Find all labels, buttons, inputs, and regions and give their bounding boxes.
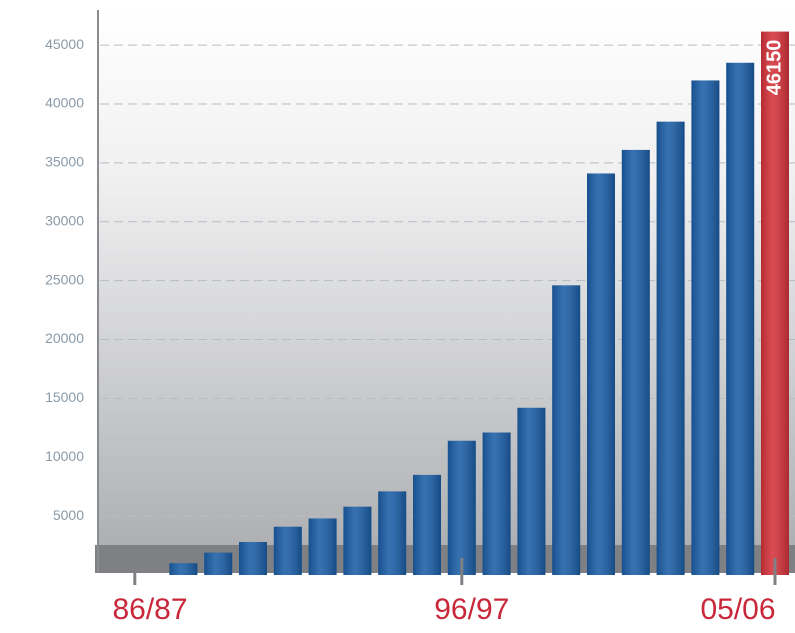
- bar-shade: [204, 552, 233, 575]
- bar-shade: [726, 62, 755, 576]
- bar-shade: [587, 173, 615, 575]
- bar-shade: [517, 407, 546, 575]
- value-label: 46150: [763, 40, 785, 96]
- y-tick-label: 30000: [45, 212, 84, 228]
- bar-shade: [691, 80, 720, 575]
- plot-background: [98, 10, 795, 572]
- y-tick-label: 5000: [53, 507, 84, 523]
- y-tick-label: 35000: [45, 154, 84, 170]
- bar-shade: [308, 518, 337, 575]
- y-tick-label: 45000: [45, 36, 84, 52]
- bar-shade: [343, 506, 372, 575]
- y-tick-label: 10000: [45, 448, 84, 464]
- bar-shade: [621, 149, 650, 576]
- bar-shade: [482, 432, 511, 575]
- bar-shade: [378, 491, 407, 575]
- bar-shade: [656, 121, 685, 575]
- bar-shade: [169, 563, 198, 575]
- x-tick-label: 96/97: [434, 593, 509, 626]
- y-tick-label: 40000: [45, 95, 84, 111]
- bar-shade: [447, 440, 476, 575]
- bar-shade: [239, 542, 267, 575]
- bar-shade: [273, 526, 302, 575]
- y-tick-label: 15000: [45, 389, 84, 405]
- base-band: [95, 545, 795, 573]
- y-tick-label: 25000: [45, 271, 84, 287]
- x-tick-label: 05/06: [700, 593, 775, 626]
- bar-shade: [552, 285, 581, 575]
- x-tick-label: 86/87: [112, 593, 187, 626]
- bar-shade: [413, 474, 441, 575]
- y-tick-label: 20000: [45, 330, 84, 346]
- bar-shade: [761, 31, 789, 576]
